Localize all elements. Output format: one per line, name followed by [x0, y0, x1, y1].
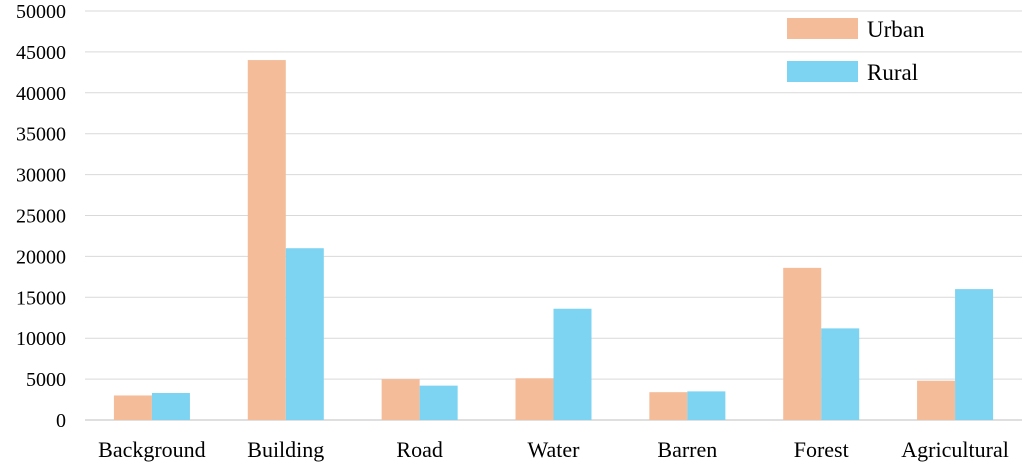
bar-rural-agricultural: [955, 289, 994, 420]
x-category-label: Building: [247, 437, 324, 462]
bar-urban-agricultural: [917, 380, 956, 420]
y-tick-label: 35000: [16, 124, 66, 146]
x-category-label: Forest: [794, 437, 849, 462]
y-tick-label: 15000: [16, 287, 66, 309]
bar-rural-water: [553, 308, 592, 420]
x-category-label: Road: [396, 437, 442, 462]
y-tick-label: 5000: [26, 369, 66, 391]
bar-rural-road: [419, 385, 458, 420]
y-tick-label: 25000: [16, 206, 66, 228]
y-axis-ticks: 0 5000 10000 15000 20000 25000 30000 35000 40000…: [16, 1, 66, 432]
x-category-label: Barren: [657, 437, 717, 462]
legend-swatch-urban: [787, 18, 858, 39]
x-category-label: Agricultural: [901, 437, 1009, 462]
bar-urban-building: [247, 60, 286, 421]
legend-swatch-rural: [787, 61, 858, 82]
x-axis-categories: Background Building Road Water Barren Forest A…: [98, 437, 1009, 462]
bar-rural-forest: [821, 328, 860, 420]
bar-rural-background: [151, 393, 190, 420]
bar-rural-building: [285, 248, 324, 420]
legend-label-rural: Rural: [867, 60, 918, 85]
y-tick-label: 20000: [16, 246, 66, 268]
y-tick-label: 40000: [16, 83, 66, 105]
legend-label-urban: Urban: [867, 17, 925, 42]
y-tick-label: 45000: [16, 42, 66, 64]
legend: Urban Rural: [787, 17, 925, 85]
bar-urban-background: [113, 395, 152, 420]
y-tick-label: 10000: [16, 328, 66, 350]
gridlines: [85, 10, 1022, 421]
y-tick-label: 50000: [16, 1, 66, 23]
bar-urban-barren: [649, 392, 688, 420]
bar-urban-road: [381, 379, 420, 420]
y-tick-label: 30000: [16, 165, 66, 187]
x-category-label: Water: [528, 437, 581, 462]
y-tick-label: 0: [56, 410, 66, 432]
bars: [113, 60, 994, 421]
x-category-label: Background: [98, 437, 206, 462]
bar-urban-water: [515, 378, 554, 420]
bar-rural-barren: [687, 391, 726, 420]
bar-urban-forest: [783, 267, 822, 420]
